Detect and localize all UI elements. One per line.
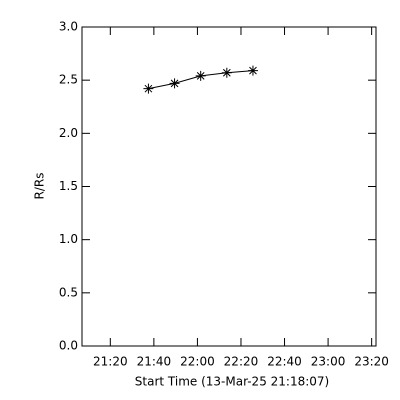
x-tick-label: 22:00 [180,355,215,369]
x-tick-label: 21:20 [93,355,128,369]
x-tick-label: 21:40 [137,355,172,369]
y-tick-label: 0.5 [59,285,78,299]
y-tick-label: 3.0 [59,20,78,34]
star-marker [221,67,232,78]
y-axis-label: R/Rs [33,173,47,200]
star-marker [247,65,258,76]
y-tick-label: 2.5 [59,73,78,87]
x-tick-label: 23:00 [311,355,346,369]
star-marker [195,70,206,81]
x-tick-label: 22:20 [224,355,259,369]
y-tick-label: 1.5 [59,179,78,193]
star-marker [143,83,154,94]
x-tick-label: 23:20 [354,355,389,369]
x-axis-label: Start Time (13-Mar-25 21:18:07) [135,375,329,389]
star-marker [169,78,180,89]
y-tick-label: 2.0 [59,126,78,140]
y-tick-label: 1.0 [59,232,78,246]
y-tick-label: 0.0 [59,339,78,353]
x-tick-label: 22:40 [267,355,302,369]
